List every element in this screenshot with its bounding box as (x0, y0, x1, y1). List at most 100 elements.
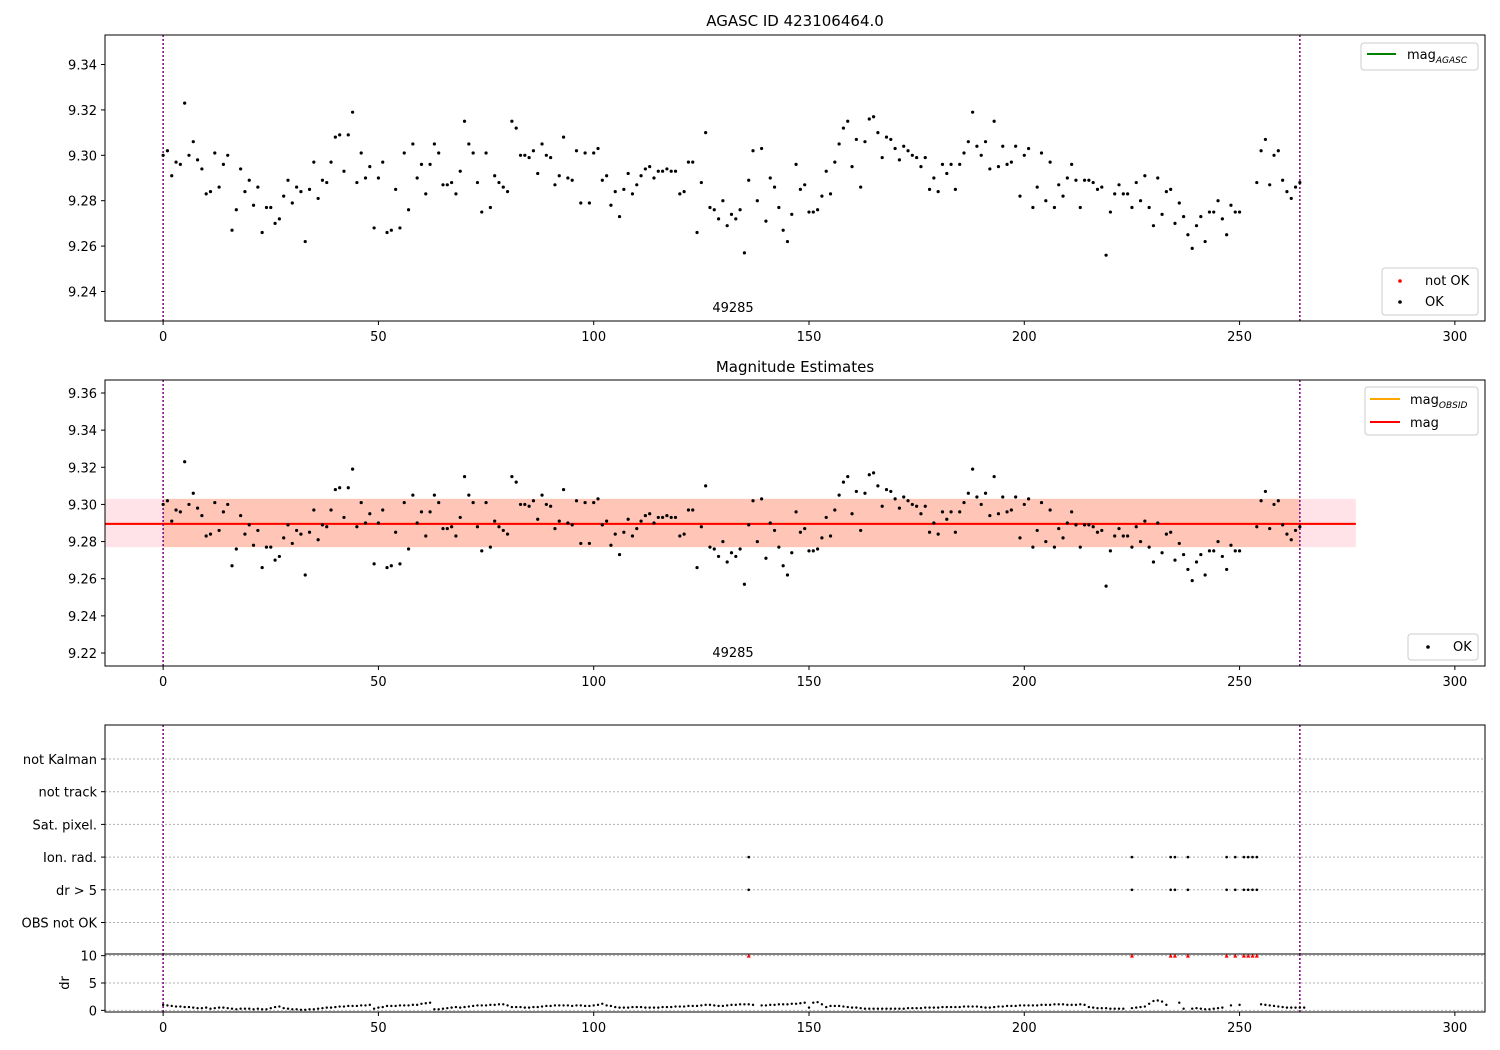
panel-dr-obs-boundaries (162, 954, 1301, 1012)
data-point (1126, 192, 1130, 196)
panel-agasc-points (161, 101, 1302, 257)
data-point (833, 508, 837, 512)
data-point (910, 153, 914, 157)
data-point (1001, 495, 1005, 499)
panel-mag-points (161, 460, 1302, 588)
x-tick-label: 150 (797, 330, 822, 345)
data-point (639, 174, 643, 178)
data-point (656, 169, 660, 173)
dr-point (751, 1003, 755, 1007)
data-point (932, 521, 936, 525)
data-point (790, 551, 794, 555)
data-point (505, 532, 510, 536)
x-tick-label: 100 (581, 1021, 606, 1036)
data-point (1143, 519, 1147, 523)
panel-mag-x-ticks: 0 50 100 150 200 250 300 (159, 666, 1467, 690)
x-tick-label: 300 (1442, 675, 1467, 690)
data-point (854, 137, 858, 142)
data-point (811, 549, 815, 553)
flag-category-label: not Kalman (23, 753, 97, 768)
dr-point (837, 1004, 841, 1008)
data-point (239, 167, 243, 171)
dr-point (342, 1005, 346, 1008)
dr-clipped-marker (746, 953, 751, 958)
data-point (583, 151, 587, 155)
dr-point (850, 1006, 854, 1009)
dr-point (1079, 1003, 1082, 1006)
data-point (471, 500, 475, 505)
data-point (755, 199, 759, 203)
data-point (566, 521, 570, 525)
dr-point (678, 1005, 682, 1008)
data-point (635, 183, 639, 187)
data-point (1117, 526, 1121, 531)
data-point (686, 508, 691, 512)
dr-point (243, 1007, 247, 1010)
data-point (734, 217, 738, 221)
dr-point (1057, 1003, 1060, 1006)
data-point (673, 169, 678, 173)
flag-point (1246, 855, 1250, 859)
data-point (1298, 180, 1302, 185)
dr-point (390, 1004, 393, 1008)
dr-point (260, 1008, 264, 1011)
dr-point (1212, 1007, 1215, 1010)
data-point (643, 513, 647, 518)
dr-point (605, 1004, 608, 1007)
data-point (1130, 205, 1134, 210)
data-point (1276, 149, 1280, 153)
dr-point (1070, 1003, 1073, 1007)
dr-point (1048, 1003, 1052, 1007)
panel-mag-estimates: Magnitude Estimates 0 50 100 150 200 250 300 9… (68, 358, 1486, 690)
flag-point (1242, 888, 1246, 892)
dr-point (799, 1002, 802, 1005)
data-point (772, 185, 777, 189)
dr-point (209, 1007, 212, 1010)
dr-point (489, 1003, 492, 1007)
data-point (1138, 539, 1143, 544)
dr-point (721, 1004, 725, 1008)
dr-point (743, 1003, 746, 1006)
data-point (497, 525, 501, 529)
data-point (307, 530, 312, 534)
y-tick-label: 0 (89, 1004, 97, 1019)
data-point (1147, 205, 1151, 210)
dr-point (1010, 1004, 1013, 1008)
x-tick-label: 0 (159, 1021, 167, 1036)
data-point (432, 142, 436, 146)
data-point (1173, 221, 1177, 225)
dr-point (329, 1006, 333, 1009)
dr-point (704, 1003, 707, 1007)
dr-point (248, 1007, 251, 1010)
data-point (247, 523, 251, 527)
data-point (820, 194, 824, 198)
data-point (1190, 578, 1194, 583)
data-point (1177, 541, 1181, 546)
data-point (915, 504, 919, 508)
legend-marker-ok-2 (1426, 645, 1430, 649)
data-point (1259, 149, 1263, 153)
dr-point (545, 1004, 548, 1008)
data-point (355, 180, 359, 185)
dr-point (381, 1005, 384, 1009)
dr-point (794, 1002, 798, 1005)
dr-point (988, 1006, 992, 1009)
data-point (200, 167, 204, 171)
dr-point (601, 1002, 604, 1005)
data-point (1212, 210, 1216, 214)
dr-point (204, 1006, 208, 1009)
data-point (953, 530, 957, 534)
data-point (811, 210, 815, 214)
dr-point (962, 1005, 966, 1008)
data-point (639, 519, 643, 523)
data-point (1229, 203, 1233, 207)
panel-dr: 0 50 100 150 200 250 300 0 5 10 dr (58, 950, 1486, 1036)
data-point (721, 539, 725, 544)
dr-point (1074, 1003, 1078, 1007)
data-point (1113, 534, 1117, 538)
dr-point (338, 1005, 341, 1008)
svg-text:magOBSID: magOBSID (1410, 393, 1468, 411)
dr-point (898, 1007, 901, 1010)
data-point (1268, 526, 1272, 531)
y-tick-label: 9.36 (68, 387, 97, 402)
